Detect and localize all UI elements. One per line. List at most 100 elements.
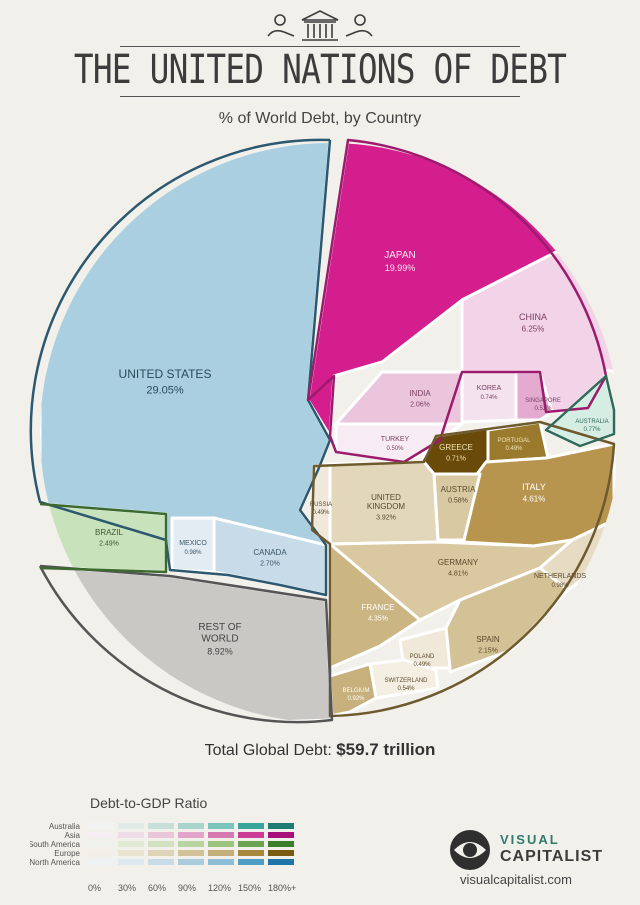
label-canada: CANADA 2.70% xyxy=(253,548,287,567)
legend-tick: 0% xyxy=(88,883,101,893)
legend-swatch xyxy=(118,841,144,847)
legend-title: Debt-to-GDP Ratio xyxy=(90,795,208,811)
legend-tick: 150% xyxy=(238,883,261,893)
label-belgium: BELGIUM 0.92% xyxy=(342,688,369,702)
outline-australia xyxy=(544,374,616,448)
value-united-kingdom: 3.92% xyxy=(376,515,396,522)
outline-asia xyxy=(306,138,608,464)
value-korea: 0.74% xyxy=(480,395,498,401)
label-italy: ITALY 4.61% xyxy=(522,482,546,504)
label-united-kingdom: UNITED KINGDOM 3.92% xyxy=(367,493,406,522)
legend-tick: 180%+ xyxy=(268,883,296,893)
legend-swatch xyxy=(238,832,264,838)
label-russia: RUSSIA 0.49% xyxy=(310,502,332,516)
legend-swatch xyxy=(268,823,294,829)
title-rule-bottom xyxy=(120,96,520,97)
legend-swatch xyxy=(208,859,234,865)
label-united-states: UNITED STATES 29.05% xyxy=(119,367,212,397)
legend-swatch xyxy=(268,850,294,856)
value-united-states: 29.05% xyxy=(146,385,184,397)
value-france: 4.35% xyxy=(368,615,388,622)
value-switzerland: 0.54% xyxy=(397,686,415,692)
legend-swatch xyxy=(118,859,144,865)
legend-row-south-america: South America xyxy=(30,840,81,849)
legend-swatch xyxy=(208,832,234,838)
legend-tick: 60% xyxy=(148,883,166,893)
legend-swatch xyxy=(268,841,294,847)
total-global-debt: Total Global Debt: $59.7 trillion xyxy=(0,740,640,760)
label-switzerland: SWITZERLAND 0.54% xyxy=(384,678,428,692)
value-canada: 2.70% xyxy=(260,560,280,567)
label-portugal: PORTUGAL 0.49% xyxy=(498,438,532,452)
legend-tick: 30% xyxy=(118,883,136,893)
value-brazil: 2.49% xyxy=(99,540,119,547)
bank-building-icon xyxy=(267,10,373,41)
label-poland: POLAND 0.49% xyxy=(410,654,435,668)
value-poland: 0.49% xyxy=(413,662,431,668)
legend-row-europe: Europe xyxy=(54,849,80,858)
value-china: 6.25% xyxy=(522,325,545,334)
legend-tick: 90% xyxy=(178,883,196,893)
label-mexico: MEXICO 0.98% xyxy=(179,540,207,556)
outline-rest-of-world xyxy=(38,564,334,724)
legend-swatch xyxy=(148,850,174,856)
label-china: CHINA 6.25% xyxy=(519,312,547,334)
label-brazil: BRAZIL 2.49% xyxy=(95,528,124,547)
legend-swatch xyxy=(118,850,144,856)
chart-subtitle: % of World Debt, by Country xyxy=(218,110,422,127)
value-netherlands: 0.98% xyxy=(551,583,569,589)
label-spain: SPAIN 2.15% xyxy=(476,635,500,654)
value-japan: 19.99% xyxy=(385,263,416,273)
legend-row-north-america: North America xyxy=(30,858,81,867)
label-turkey: TURKEY 0.50% xyxy=(381,436,410,452)
legend-swatch xyxy=(88,850,114,856)
legend-swatch xyxy=(148,832,174,838)
value-spain: 2.15% xyxy=(478,647,498,654)
legend-swatch xyxy=(178,832,204,838)
legend-swatch xyxy=(88,859,114,865)
value-portugal: 0.49% xyxy=(505,446,523,452)
page-title: THE UNITED NATIONS OF DEBT xyxy=(73,47,567,93)
label-singapore: SINGAPORE 0.52% xyxy=(525,398,561,412)
legend-swatch xyxy=(88,823,114,829)
value-belgium: 0.92% xyxy=(347,696,365,702)
brand-line1: VISUAL xyxy=(500,832,560,847)
value-india: 2.06% xyxy=(410,401,430,408)
label-greece: GREECE 0.71% xyxy=(439,443,473,462)
legend-swatch xyxy=(238,823,264,829)
value-russia: 0.49% xyxy=(312,510,330,516)
legend-swatch xyxy=(118,823,144,829)
label-austria: AUSTRIA 0.58% xyxy=(441,485,476,504)
legend-swatch xyxy=(178,859,204,865)
label-japan: JAPAN 19.99% xyxy=(384,250,416,273)
label-india: INDIA 2.06% xyxy=(409,389,431,408)
outline-north-america xyxy=(29,138,332,597)
legend-row-asia: Asia xyxy=(64,831,80,840)
title-rule-top xyxy=(120,46,520,47)
legend-swatch xyxy=(238,850,264,856)
value-mexico: 0.98% xyxy=(184,550,202,556)
value-austria: 0.58% xyxy=(448,497,468,504)
debt-pie-chart: UNITED STATES 29.05% CANADA 2.70% MEXICO 0.98… xyxy=(29,138,620,724)
label-australia: AUSTRALIA 0.77% xyxy=(575,419,608,433)
total-amount: $59.7 trillion xyxy=(336,740,436,759)
legend-swatch xyxy=(238,841,264,847)
legend-swatch xyxy=(148,823,174,829)
legend-swatch xyxy=(268,859,294,865)
debt-to-gdp-legend: Debt-to-GDP Ratio Australia Asia South Ame… xyxy=(30,795,390,895)
legend-swatch xyxy=(148,859,174,865)
legend-swatch xyxy=(238,859,264,865)
total-label: Total Global Debt: xyxy=(204,742,332,759)
label-netherlands: NETHERLANDS 0.98% xyxy=(534,573,586,589)
legend-swatch xyxy=(178,850,204,856)
slice-india xyxy=(334,370,464,426)
outline-europe xyxy=(310,420,616,718)
legend-tick: 120% xyxy=(208,883,231,893)
legend-swatch xyxy=(88,832,114,838)
value-turkey: 0.50% xyxy=(386,446,404,452)
brand-line2: CAPITALIST xyxy=(500,848,604,865)
slice-brazil xyxy=(40,502,168,574)
brand-logo: VISUAL CAPITALIST xyxy=(448,828,628,872)
legend-swatch xyxy=(148,841,174,847)
